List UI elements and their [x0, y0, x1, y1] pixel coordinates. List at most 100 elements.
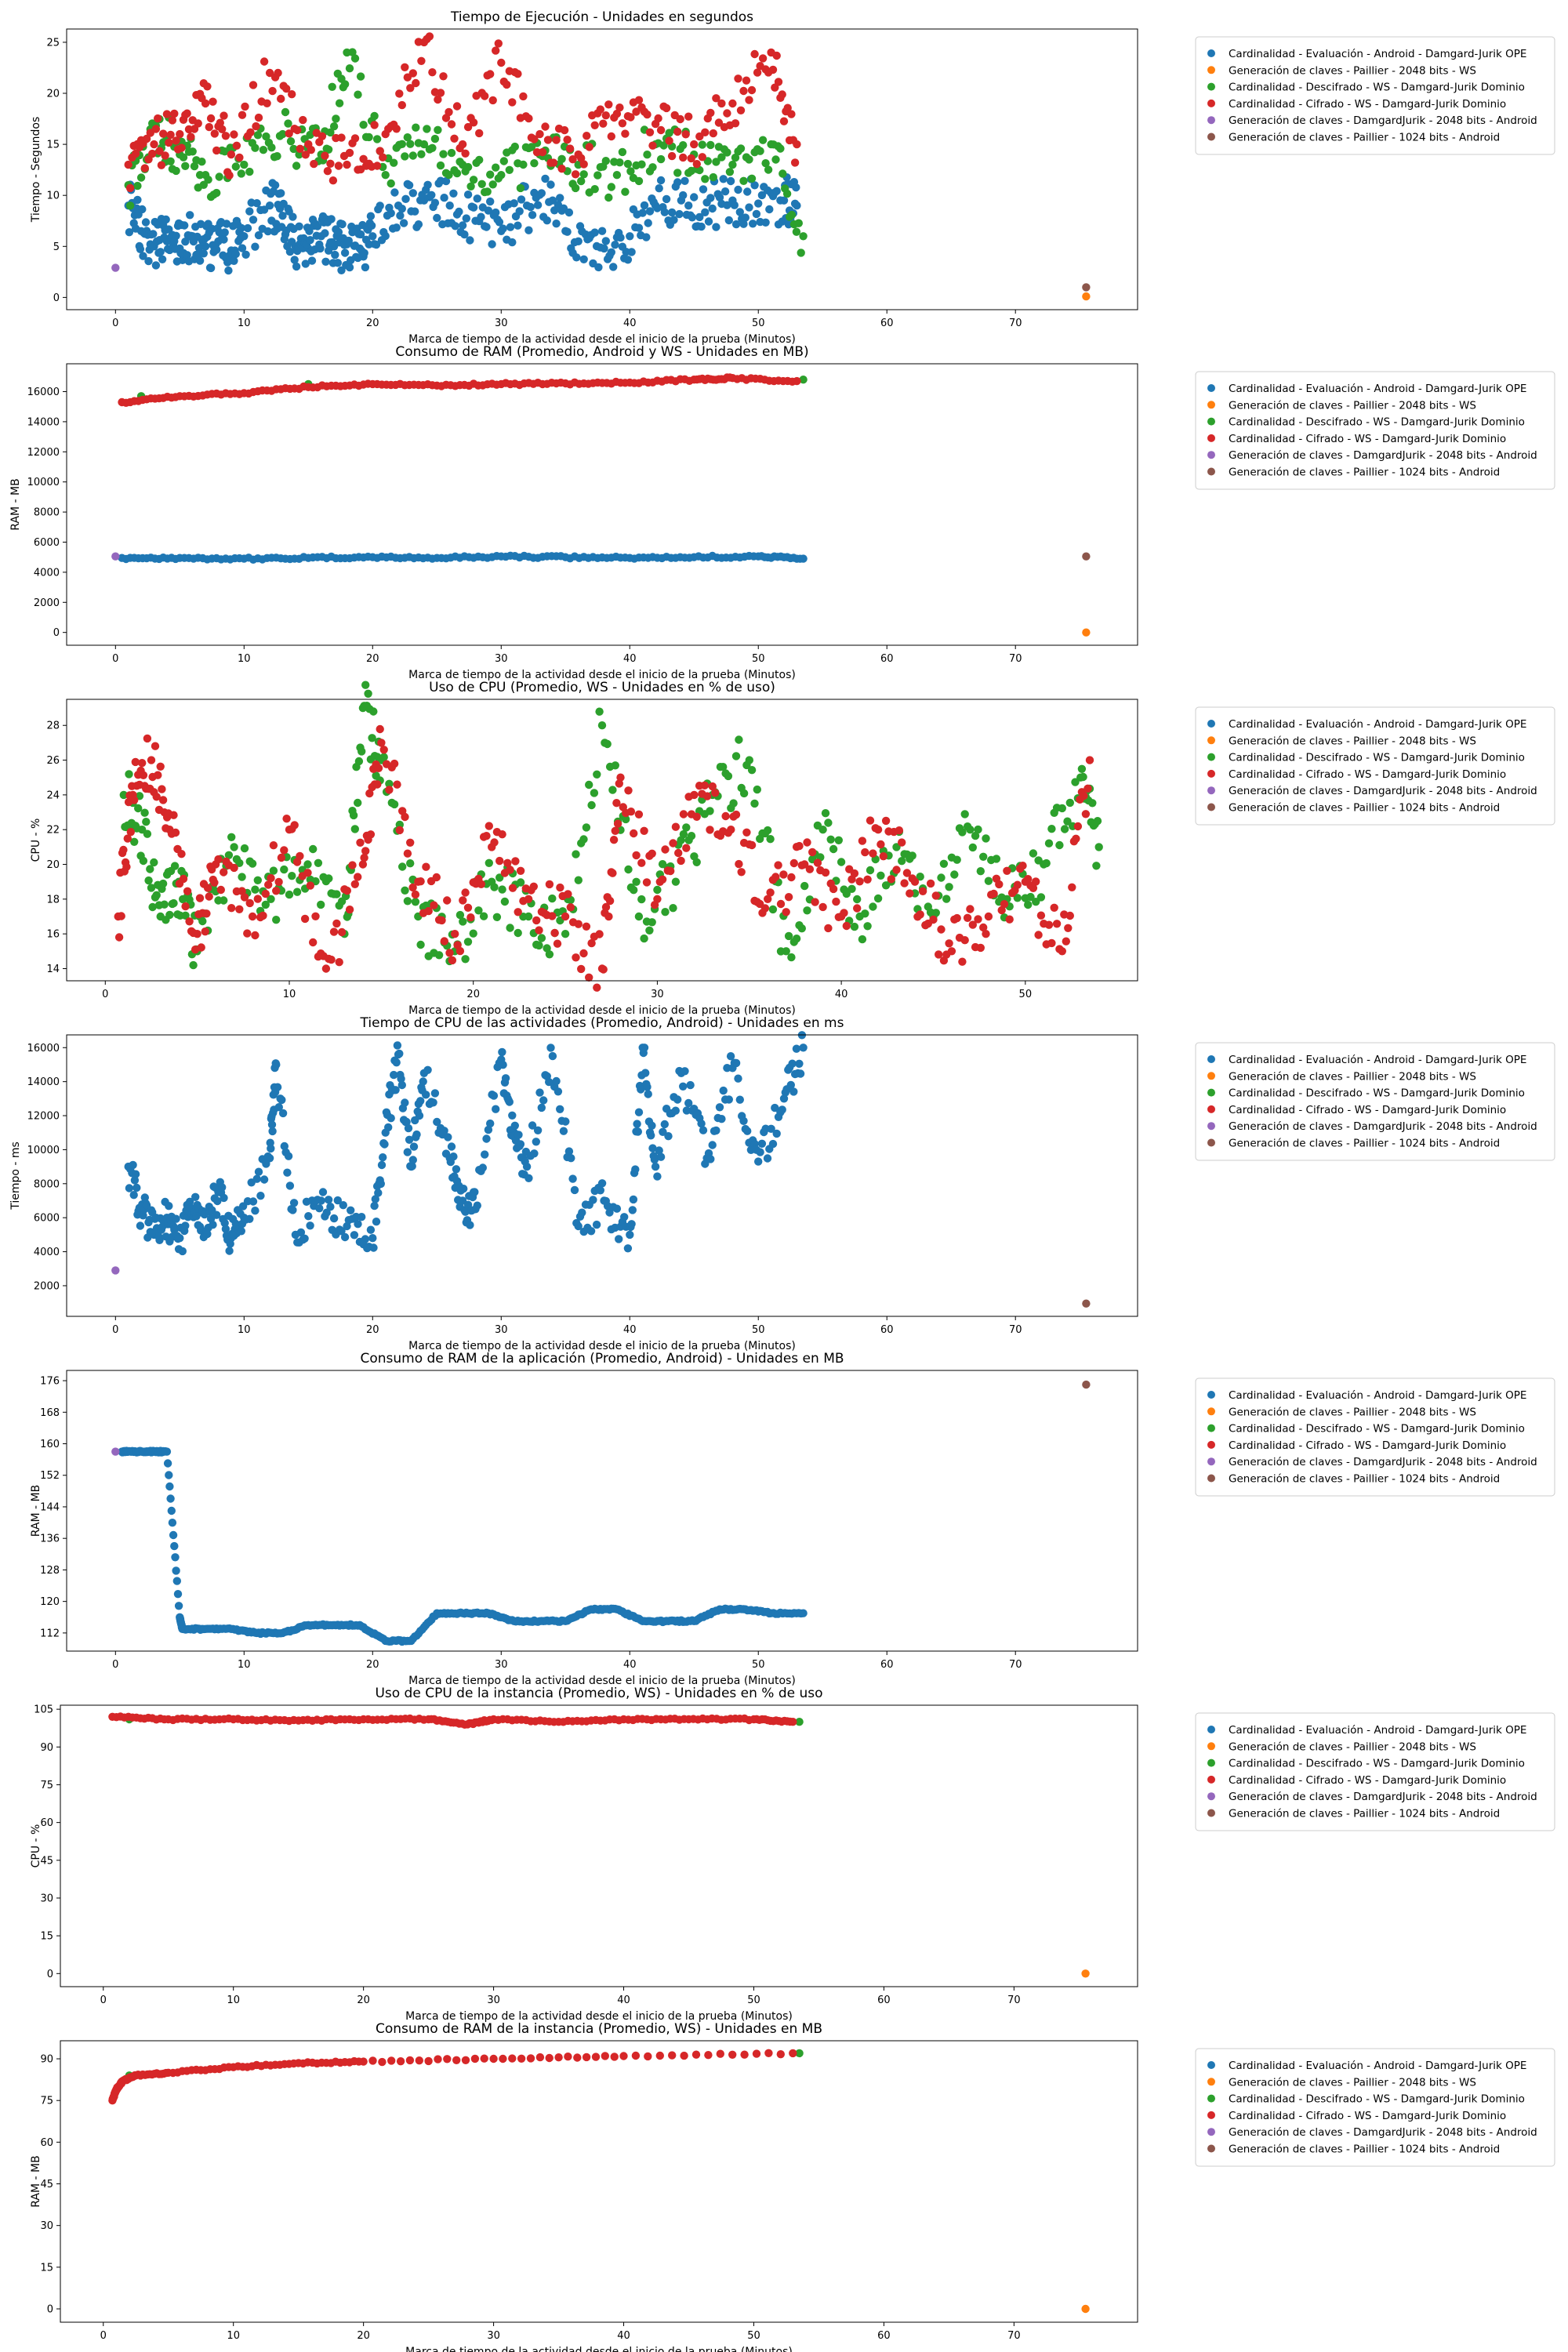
y-tick-label: 25	[46, 37, 60, 49]
data-point	[354, 757, 364, 766]
data-point	[156, 762, 165, 771]
data-point	[186, 211, 194, 220]
data-point	[136, 1221, 145, 1230]
data-point	[726, 176, 735, 186]
data-point	[766, 835, 775, 844]
chart-title: Consumo de RAM de la aplicación (Promedi…	[360, 1351, 844, 1367]
data-point	[142, 134, 151, 143]
data-point	[853, 895, 862, 904]
data-point	[749, 220, 757, 228]
data-point	[449, 189, 458, 198]
legend: Cardinalidad - Evaluación - Android - Da…	[1195, 2048, 1555, 2167]
data-point	[345, 906, 354, 914]
data-point	[776, 947, 786, 956]
data-point	[261, 889, 270, 898]
data-point	[261, 900, 270, 909]
data-point	[611, 826, 619, 836]
data-point	[162, 1447, 170, 1456]
y-axis-label: RAM - MB	[30, 2155, 42, 2207]
data-point	[861, 848, 869, 857]
data-point	[441, 176, 451, 186]
data-point	[181, 1221, 190, 1230]
data-point	[656, 154, 666, 164]
plot-area	[60, 1705, 1138, 1987]
data-point	[189, 928, 198, 938]
data-point	[238, 244, 247, 252]
data-point	[747, 766, 757, 775]
legend-marker	[1207, 116, 1215, 125]
data-point	[597, 1179, 607, 1188]
data-point	[570, 1185, 579, 1195]
data-point	[172, 1566, 180, 1575]
data-point	[317, 900, 325, 909]
y-tick-label: 26	[46, 755, 60, 767]
data-point	[392, 125, 401, 133]
data-point	[664, 1132, 673, 1141]
data-point	[283, 1168, 292, 1177]
data-point	[209, 97, 217, 106]
data-point	[419, 1715, 428, 1724]
data-point	[716, 2049, 724, 2058]
data-point	[245, 207, 254, 216]
data-point	[682, 823, 691, 832]
data-point	[1081, 2304, 1090, 2314]
data-point	[284, 1152, 293, 1160]
data-point	[627, 248, 636, 256]
data-point	[224, 266, 233, 275]
data-point	[745, 1715, 753, 1725]
data-point	[582, 2053, 591, 2062]
legend-marker	[1207, 49, 1215, 57]
data-point	[824, 924, 833, 933]
data-point	[162, 215, 170, 224]
data-point	[647, 1131, 655, 1140]
data-point	[481, 1150, 489, 1159]
data-point	[761, 159, 770, 168]
y-tick-label: 12000	[27, 1111, 60, 1123]
data-point	[724, 1095, 733, 1104]
x-tick-label: 60	[880, 318, 894, 329]
data-point	[477, 212, 485, 221]
data-point	[415, 1111, 424, 1120]
data-point	[656, 1152, 666, 1161]
data-point	[398, 862, 407, 871]
data-point	[720, 187, 730, 196]
data-point	[589, 1196, 597, 1204]
y-tick-label: 120	[40, 1596, 60, 1608]
data-point	[162, 824, 170, 833]
legend-marker	[1207, 451, 1215, 459]
data-point	[260, 57, 269, 66]
legend-marker	[1207, 99, 1215, 107]
data-point	[278, 212, 287, 220]
data-point	[206, 114, 216, 123]
data-point	[151, 125, 161, 133]
y-tick-label: 90	[40, 2054, 53, 2066]
y-axis-label: Tiempo - ms	[9, 1142, 22, 1210]
data-point	[508, 98, 517, 107]
data-point	[444, 1133, 452, 1142]
data-point	[329, 1214, 339, 1223]
data-point	[408, 151, 417, 160]
legend-marker	[1207, 769, 1215, 778]
data-point	[309, 938, 318, 947]
data-point	[1085, 756, 1094, 764]
data-point	[745, 203, 753, 212]
data-point	[271, 1059, 280, 1068]
data-point	[248, 859, 257, 868]
data-point	[858, 935, 867, 944]
data-point	[111, 552, 120, 561]
x-tick-label: 30	[495, 318, 508, 329]
data-point	[290, 821, 299, 829]
data-point	[395, 1049, 404, 1058]
data-point	[604, 193, 613, 202]
data-point	[326, 159, 335, 168]
data-point	[633, 1120, 641, 1128]
data-point	[395, 89, 404, 98]
data-point	[288, 90, 296, 99]
data-point	[632, 107, 641, 116]
data-point	[675, 209, 684, 219]
data-point	[466, 1221, 474, 1229]
data-point	[995, 880, 1004, 889]
data-point	[139, 252, 147, 260]
data-point	[409, 1142, 419, 1151]
data-point	[499, 1061, 507, 1069]
